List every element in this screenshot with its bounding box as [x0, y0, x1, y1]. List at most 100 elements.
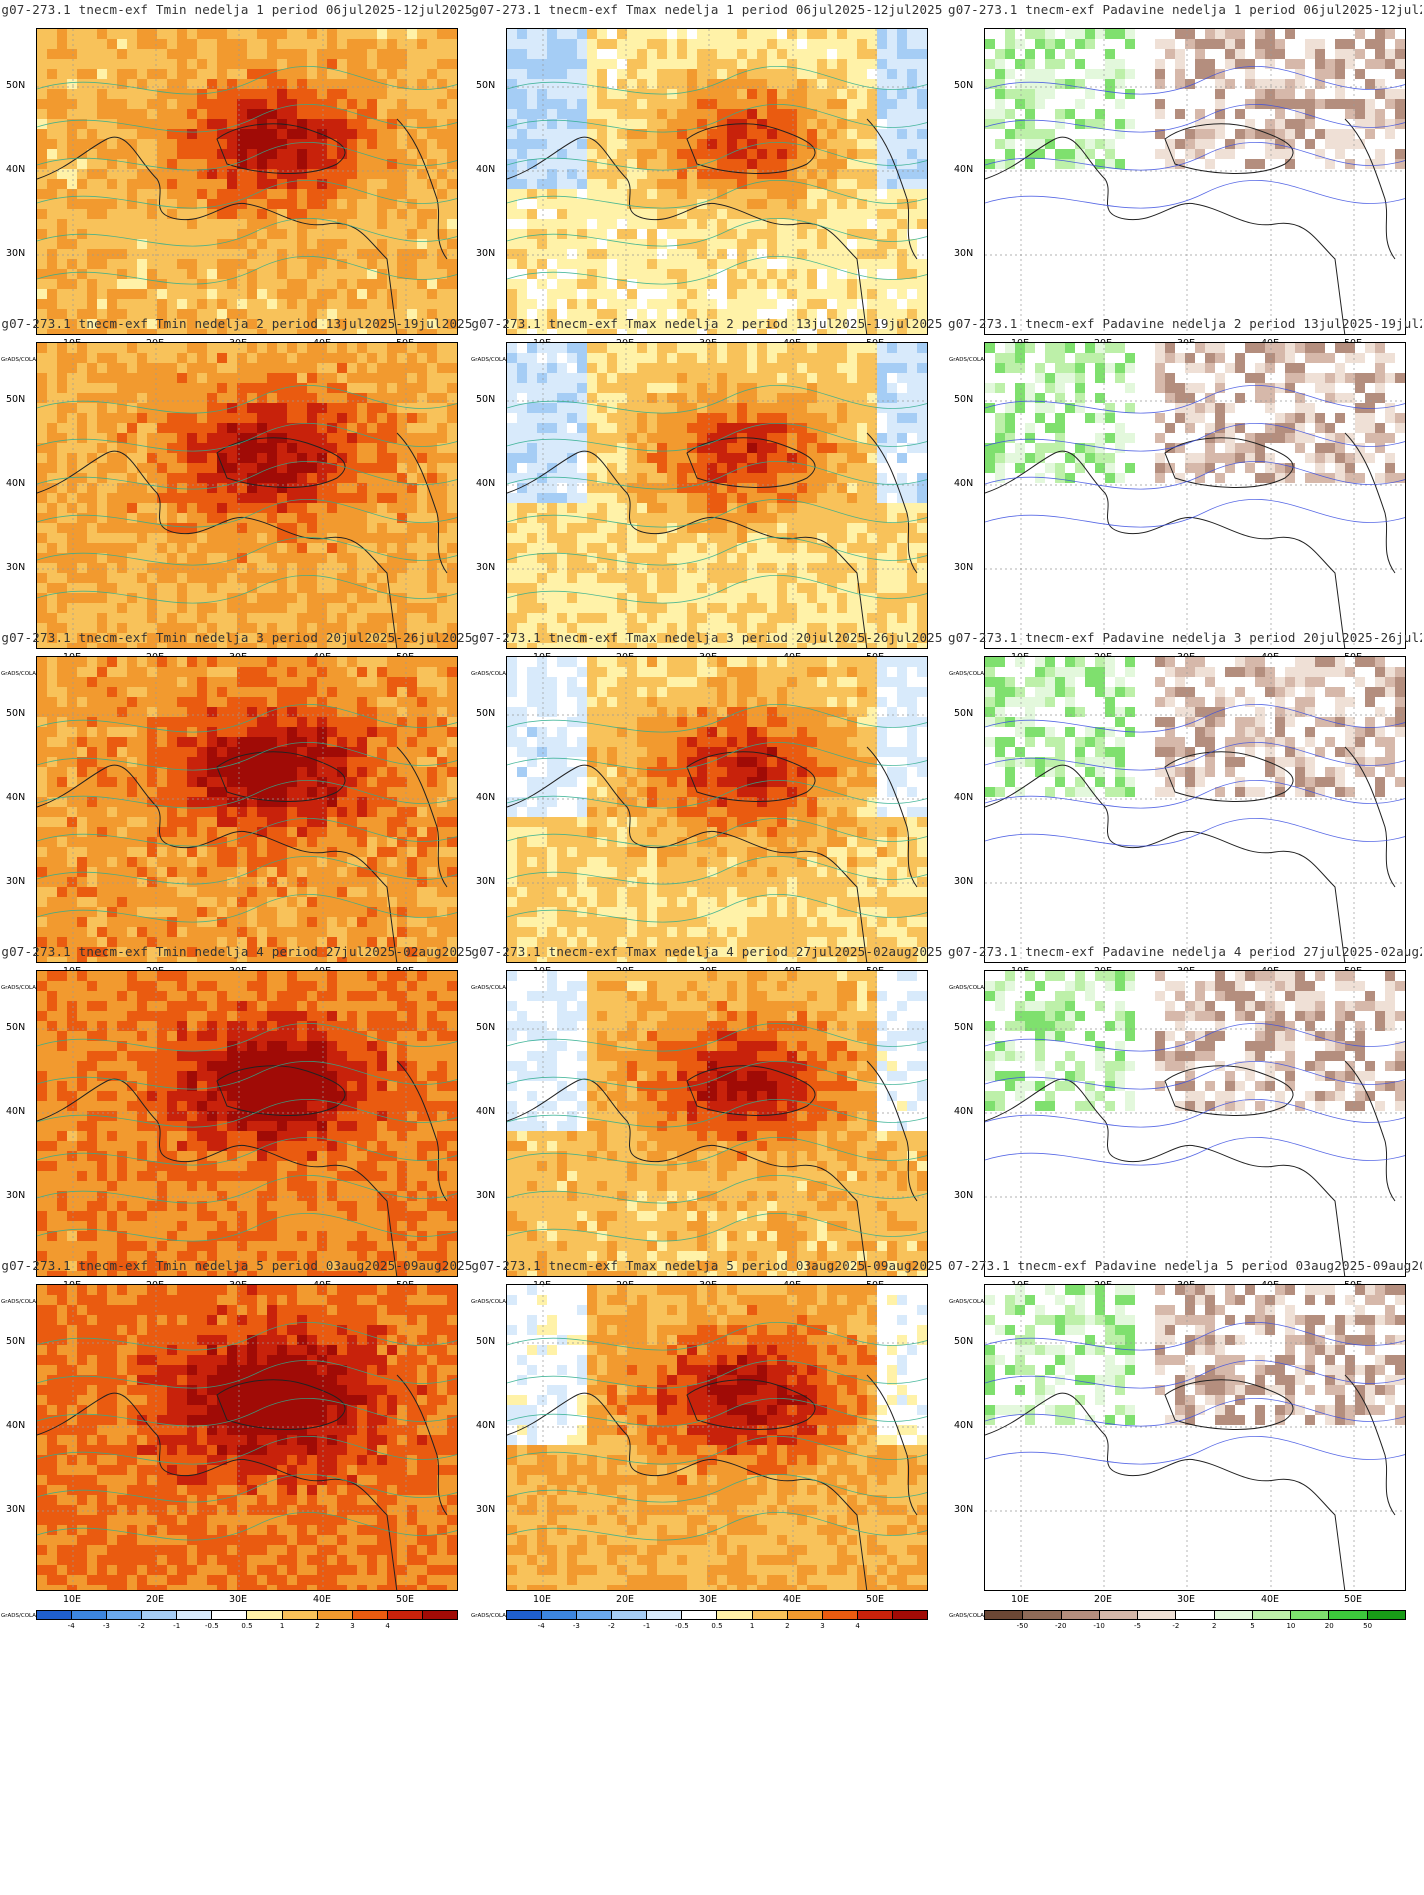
contour-lines [507, 1322, 927, 1541]
panel-title: g07-273.1 tnecm-exf Tmax nedelja 5 perio… [470, 1258, 944, 1273]
color-scale-swatch [422, 1611, 457, 1619]
lon-label: 30E [1177, 1594, 1195, 1605]
contour-lines [37, 1322, 457, 1541]
graticule [37, 343, 457, 648]
panel-title: g07-273.1 tnecm-exf Padavine nedelja 4 p… [948, 944, 1422, 959]
grads-credit: GrADS/COLA [949, 985, 984, 991]
panel-prec-week-4: g07-273.1 tnecm-exf Padavine nedelja 4 p… [948, 942, 1422, 1321]
grads-credit: GrADS/COLA [471, 1299, 506, 1305]
color-scale-swatch [37, 1611, 73, 1619]
lon-label: 40E [1261, 1594, 1279, 1605]
contour-lines [985, 385, 1405, 528]
contour-lines [37, 66, 457, 285]
lat-label: 50N [476, 80, 495, 91]
panel-tmin-week-2: g07-273.1 tnecm-exf Tmin nedelja 2 perio… [0, 314, 474, 693]
map-svg [507, 971, 927, 1276]
lat-label: 30N [6, 562, 25, 573]
grads-credit: GrADS/COLA [949, 1299, 984, 1305]
panel-tmin-week-1: g07-273.1 tnecm-exf Tmin nedelja 1 perio… [0, 0, 474, 379]
color-scale-tick: 50 [1363, 1622, 1372, 1630]
color-scale-swatch [212, 1611, 248, 1619]
graticule [507, 29, 927, 334]
map-svg [507, 343, 927, 648]
lat-label: 50N [6, 394, 25, 405]
color-scale-swatch [1252, 1611, 1292, 1619]
lat-label: 30N [476, 876, 495, 887]
lat-label: 30N [954, 248, 973, 259]
color-scale-swatch [647, 1611, 683, 1619]
lat-label: 30N [476, 1504, 495, 1515]
coastline [507, 1060, 918, 1276]
panel-tmax-week-3: g07-273.1 tnecm-exf Tmax nedelja 3 perio… [470, 628, 944, 1007]
color-scale-tick: 0.5 [241, 1622, 252, 1630]
color-scale-swatch [822, 1611, 858, 1619]
lat-label: 50N [476, 1336, 495, 1347]
lon-label: 20E [146, 1594, 164, 1605]
color-scale-tick: 1 [280, 1622, 284, 1630]
panel-tmin-week-5: g07-273.1 tnecm-exf Tmin nedelja 5 perio… [0, 1256, 474, 1635]
graticule [507, 1285, 927, 1590]
lat-label: 40N [476, 792, 495, 803]
color-scale-tick: 1 [750, 1622, 754, 1630]
lon-label: 50E [1344, 1594, 1362, 1605]
contour-lines [985, 66, 1405, 209]
color-scale-swatch [142, 1611, 178, 1619]
lat-label: 50N [6, 1336, 25, 1347]
panel-title: g07-273.1 tnecm-exf Tmin nedelja 5 perio… [0, 1258, 474, 1273]
color-scale-tick: -50 [1017, 1622, 1028, 1630]
lat-label: 50N [476, 708, 495, 719]
map-area [506, 28, 928, 335]
color-scale-tick: -4 [538, 1622, 545, 1630]
lat-label: 30N [954, 562, 973, 573]
coastline [985, 118, 1396, 334]
graticule [507, 343, 927, 648]
map-svg [985, 657, 1405, 962]
grads-credit: GrADS/COLA [471, 671, 506, 677]
grads-credit: GrADS/COLA [471, 357, 506, 363]
panel-title: g07-273.1 tnecm-exf Tmin nedelja 2 perio… [0, 316, 474, 331]
grads-credit: GrADS/COLA [1, 671, 36, 677]
color-scale-swatch [1061, 1611, 1100, 1619]
lat-label: 50N [954, 394, 973, 405]
map-area [506, 970, 928, 1277]
graticule [985, 343, 1405, 648]
lat-label: 40N [954, 792, 973, 803]
lat-label: 40N [6, 792, 25, 803]
map-area [984, 970, 1406, 1277]
grads-credit: GrADS/COLA [949, 1613, 984, 1619]
graticule [507, 657, 927, 962]
lat-label: 50N [954, 80, 973, 91]
color-scale-swatch [507, 1611, 543, 1619]
lon-label: 40E [783, 1594, 801, 1605]
lat-label: 30N [954, 1504, 973, 1515]
color-scale-tick: 2 [1212, 1622, 1216, 1630]
lat-label: 30N [6, 1190, 25, 1201]
panel-tmax-week-2: g07-273.1 tnecm-exf Tmax nedelja 2 perio… [470, 314, 944, 693]
lon-label: 30E [699, 1594, 717, 1605]
coastline [37, 746, 448, 962]
map-area [36, 970, 458, 1277]
contour-lines [37, 385, 457, 604]
anomaly-field [985, 343, 1405, 648]
lat-label: 30N [954, 1190, 973, 1201]
color-scale-swatch [107, 1611, 143, 1619]
lon-label: 10E [63, 1594, 81, 1605]
contour-lines [507, 1023, 927, 1242]
coastline [985, 1060, 1396, 1276]
color-scale-swatch [985, 1611, 1024, 1619]
color-scale-tick: -3 [103, 1622, 110, 1630]
grads-credit: GrADS/COLA [471, 1613, 506, 1619]
map-svg [37, 29, 457, 334]
color-scale-swatch [682, 1611, 718, 1619]
anomaly-field [507, 29, 927, 334]
coastline [37, 1060, 448, 1276]
coastline [507, 746, 918, 962]
lat-label: 50N [954, 1336, 973, 1347]
color-scale-tick: -2 [138, 1622, 145, 1630]
color-scale-swatch [577, 1611, 613, 1619]
panel-title: g07-273.1 tnecm-exf Padavine nedelja 1 p… [948, 2, 1422, 17]
panel-prec-week-5: 07-273.1 tnecm-exf Padavine nedelja 5 pe… [948, 1256, 1422, 1635]
color-scale-swatch [787, 1611, 823, 1619]
color-scale-tick: -0.5 [205, 1622, 219, 1630]
